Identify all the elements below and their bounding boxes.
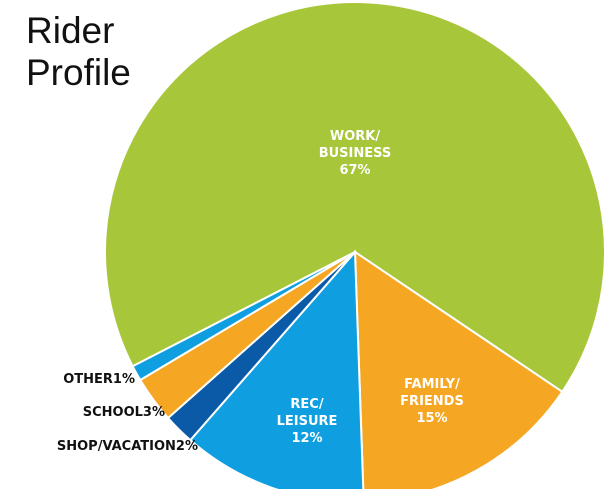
pie-slice <box>131 251 356 382</box>
slice-label: REC/LEISURE <box>277 397 338 429</box>
value-label: 1% <box>113 372 135 387</box>
value-label: 2% <box>176 439 198 454</box>
slice-label-line: WORK/ <box>330 129 380 144</box>
slice-label: SHOP/VACATION2% <box>57 439 198 454</box>
chart-title: Rider Profile <box>26 10 131 93</box>
slice-category: SHOP/VACATION <box>57 439 176 454</box>
slice-label-line: FRIENDS <box>400 394 464 409</box>
slice-label: FAMILY/FRIENDS <box>400 377 464 409</box>
slice-label-line: LEISURE <box>277 414 338 429</box>
slice-label-line: BUSINESS <box>319 146 392 161</box>
value-label: 67% <box>339 163 370 178</box>
pie-slice <box>353 250 564 489</box>
slice-label: SCHOOL3% <box>83 405 165 420</box>
value-label: 3% <box>143 405 165 420</box>
pie-slice <box>104 1 606 394</box>
slice-label: OTHER1% <box>63 372 135 387</box>
pie-slice <box>188 249 365 489</box>
slice-category: SCHOOL <box>83 405 143 420</box>
slice-label: WORK/BUSINESS <box>319 129 392 161</box>
slice-category: OTHER <box>63 372 113 387</box>
slice-label-line: REC/ <box>290 397 323 412</box>
slice-label-line: FAMILY/ <box>404 377 460 392</box>
value-label: 12% <box>291 431 322 446</box>
value-label: 15% <box>416 411 447 426</box>
